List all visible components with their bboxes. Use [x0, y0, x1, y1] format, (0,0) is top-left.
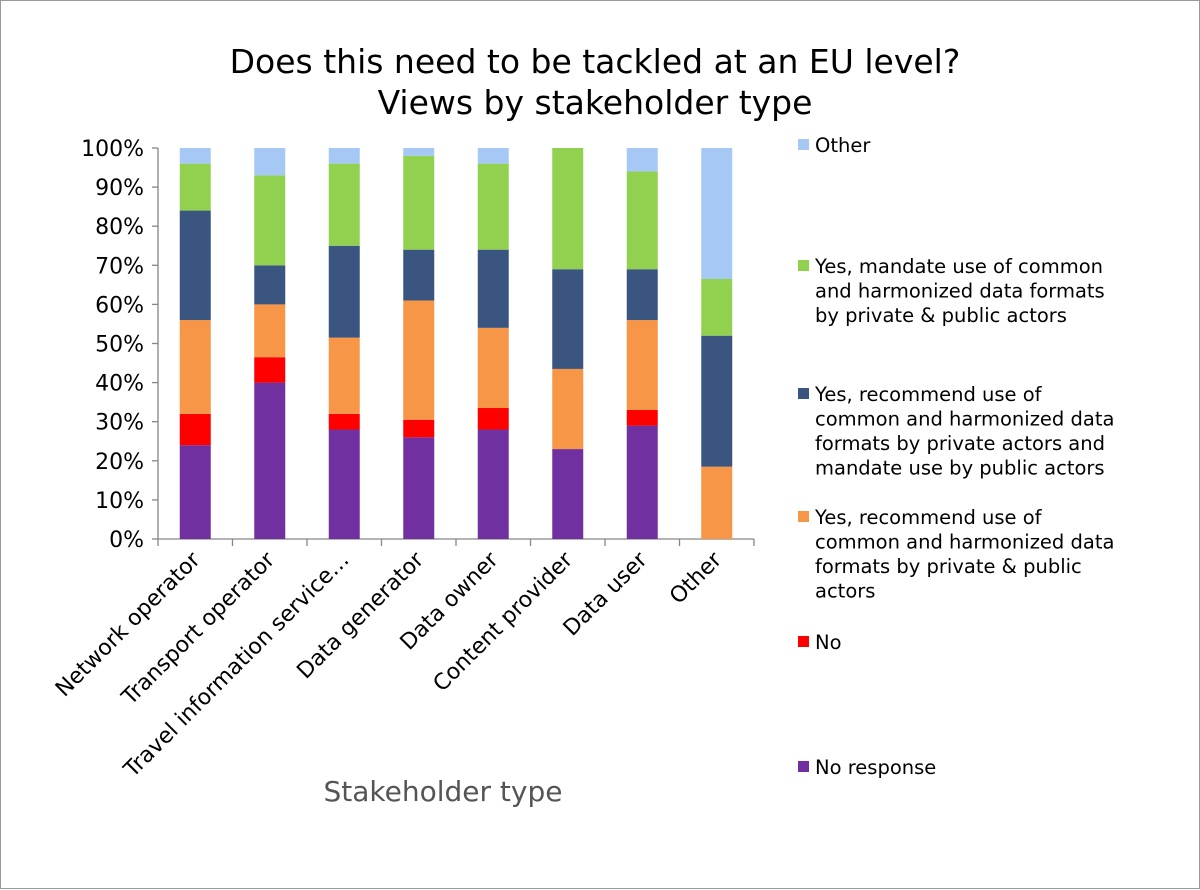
bar-segment	[254, 265, 286, 305]
y-tick-label: 30%	[95, 411, 144, 436]
bar-segment	[477, 249, 509, 328]
legend-label: by private & public actors	[815, 304, 1067, 327]
y-tick-label: 40%	[95, 372, 144, 397]
bar-segment	[477, 429, 509, 539]
legend-label: Yes, recommend use of	[814, 383, 1043, 406]
bar-segment	[701, 466, 733, 539]
bar-segment	[626, 320, 658, 410]
y-tick-label: 0%	[109, 528, 144, 553]
bar-segment	[328, 429, 360, 539]
bar-segment	[552, 449, 584, 539]
legend-label: No	[815, 631, 842, 654]
bar-segment	[626, 148, 658, 172]
legend-swatch	[798, 636, 809, 647]
x-category-label: Other	[665, 547, 728, 610]
chart-title-line-2: Views by stakeholder type	[378, 83, 813, 122]
legend-swatch	[798, 761, 809, 772]
bar-segment	[701, 278, 733, 336]
bar-segment	[403, 419, 435, 438]
legend-label: Yes, mandate use of common	[814, 255, 1103, 278]
bar-segment	[403, 249, 435, 301]
bar-segment	[254, 175, 286, 266]
x-category-label: Content provider	[429, 547, 579, 697]
bar-segment	[403, 437, 435, 539]
bar-segment	[477, 148, 509, 164]
bar-segment	[701, 335, 733, 467]
y-tick-label: 70%	[95, 254, 144, 279]
bar-segment	[179, 163, 211, 211]
y-tick-label: 80%	[95, 215, 144, 240]
y-tick-label: 60%	[95, 293, 144, 318]
bar-segment	[328, 163, 360, 246]
x-category-label: Data generator	[292, 547, 429, 684]
bar-segment	[403, 300, 435, 420]
bar-segment	[626, 171, 658, 270]
y-tick-label: 10%	[95, 489, 144, 514]
bar-segment	[701, 148, 733, 279]
bar-segment	[328, 337, 360, 414]
bar-segment	[254, 304, 286, 358]
chart-title: Does this need to be tackled at an EU le…	[230, 42, 961, 122]
bar-segment	[552, 368, 584, 450]
legend-label: Yes, recommend use of	[814, 506, 1043, 529]
legend-label: common and harmonized data	[815, 531, 1114, 554]
legend-label: mandate use by public actors	[815, 457, 1105, 480]
chart-title-line-1: Does this need to be tackled at an EU le…	[230, 42, 961, 81]
bar-segment	[477, 163, 509, 250]
bar-segment	[477, 408, 509, 430]
legend-label: and harmonized data formats	[815, 280, 1105, 303]
legend-label: Other	[815, 134, 871, 157]
bar-segment	[328, 148, 360, 164]
legend-swatch	[798, 139, 809, 150]
bar-segment	[626, 425, 658, 539]
bar-segment	[254, 148, 286, 176]
y-tick-label: 90%	[95, 176, 144, 201]
bar-segment	[477, 327, 509, 409]
bar-segment	[179, 148, 211, 164]
legend-swatch	[798, 511, 809, 522]
legend-swatch	[798, 388, 809, 399]
bar-segment	[328, 245, 360, 338]
bar-segment	[179, 210, 211, 321]
legend-label: actors	[815, 580, 875, 603]
plot-area: 0% 10% 20% 30% 40% 50% 60% 70% 80% 90% 100% Network…	[51, 137, 755, 783]
x-category-label: Network operator	[51, 547, 206, 702]
y-tick-label: 50%	[95, 333, 144, 358]
bar-segment	[403, 155, 435, 250]
bar-segment	[403, 148, 435, 156]
bar-segment	[626, 269, 658, 321]
legend-label: formats by private & public	[815, 555, 1082, 578]
bar-segment	[179, 445, 211, 539]
bar-segment	[179, 320, 211, 414]
bar-segment	[626, 409, 658, 426]
legend-label: No response	[815, 756, 936, 779]
y-tick-label: 100%	[81, 137, 144, 162]
y-tick-label: 20%	[95, 450, 144, 475]
bar-segment	[254, 357, 286, 383]
bar-segment	[552, 148, 584, 270]
bar-segment	[179, 413, 211, 446]
legend-swatch	[798, 260, 809, 271]
x-axis-title: Stakeholder type	[324, 775, 563, 808]
legend-label: common and harmonized data	[815, 408, 1114, 431]
bar-segment	[552, 269, 584, 369]
bar-segment	[328, 413, 360, 430]
bar-segment	[254, 382, 286, 539]
legend-label: formats by private actors and	[815, 432, 1105, 455]
